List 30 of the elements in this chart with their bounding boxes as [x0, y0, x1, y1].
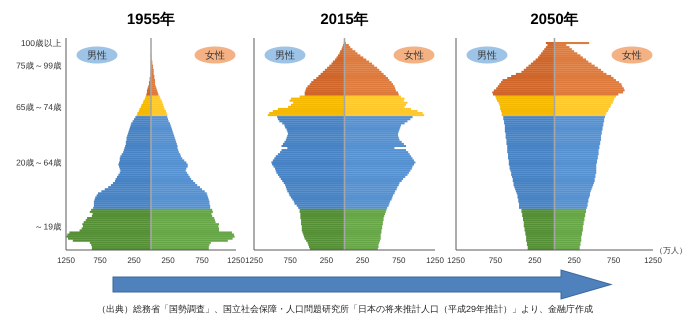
x-tick-label: 1250 [227, 256, 246, 265]
y-tick-label: 20歳～64歳 [16, 157, 62, 168]
x-tick-label: 250 [356, 256, 370, 265]
series-label: 女性 [622, 50, 642, 62]
x-tick-label: 250 [528, 256, 542, 265]
y-tick-label: 75歳～99歳 [16, 60, 62, 71]
chart-title: 2015年 [320, 11, 369, 28]
x-tick-label: 250 [161, 256, 176, 265]
x-axis-title: （万人） [655, 246, 687, 255]
x-tick-label: 250 [568, 256, 582, 265]
x-tick-label: 750 [284, 256, 298, 265]
y-tick-label: 65歳～74歳 [16, 102, 62, 112]
x-tick-label: 750 [488, 256, 503, 265]
x-tick-label: 750 [392, 256, 406, 265]
y-tick-label: ～19歳 [34, 221, 62, 232]
series-label: 男性 [477, 50, 497, 62]
x-tick-label: 1250 [644, 256, 662, 265]
x-tick-label: 750 [93, 256, 108, 265]
x-tick-label: 1250 [426, 256, 444, 265]
x-tick-label: 750 [195, 256, 210, 265]
x-tick-label: 1250 [245, 256, 264, 265]
y-tick-label: 100歳以上 [20, 38, 62, 48]
x-tick-label: 1250 [447, 256, 466, 265]
chart-title: 1955年 [126, 11, 176, 28]
x-tick-label: 250 [127, 256, 142, 265]
x-tick-label: 750 [606, 256, 621, 265]
chart-title: 2050年 [530, 11, 579, 28]
text: （出典）総務省「国勢調査」、国立社会保障・人口問題研究所「日本の将来推計人口（平成29年推計）」より、金融庁作成 [96, 304, 594, 314]
x-tick-label: 250 [320, 256, 334, 265]
x-tick-label: 1250 [57, 256, 76, 265]
